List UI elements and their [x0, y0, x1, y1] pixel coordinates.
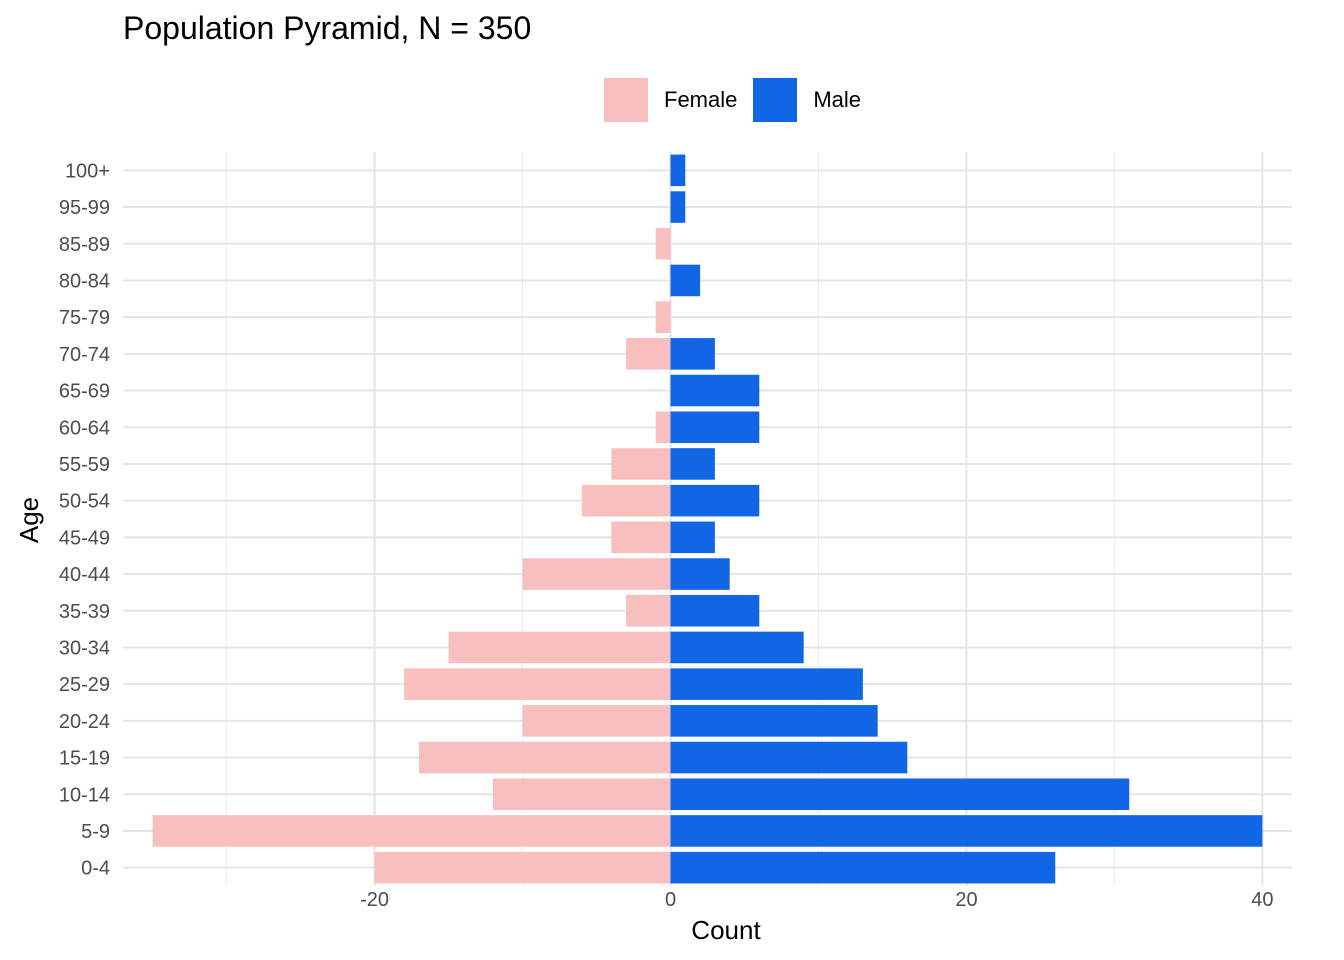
x-tick-label: 0	[665, 889, 676, 911]
y-tick-label: 10-14	[59, 784, 110, 806]
legend-key-male	[753, 78, 798, 122]
legend-label-female: Female	[664, 87, 738, 112]
y-tick-label: 40-44	[59, 564, 110, 586]
y-tick-label: 35-39	[59, 601, 110, 623]
y-tick-label: 65-69	[59, 381, 110, 403]
y-tick-label: 5-9	[81, 821, 110, 843]
bar-male-80-84	[670, 264, 701, 297]
y-tick-labels: 0-4 5-9 10-14 15-19 20-24 25-29 30-34 35-39 40-4…	[59, 160, 110, 879]
bar-female-20-24	[522, 705, 671, 737]
y-axis-title: Age	[14, 497, 44, 543]
x-tick-label: 20	[955, 889, 977, 911]
y-tick-label: 95-99	[59, 197, 110, 219]
bar-male-25-29	[670, 668, 863, 700]
y-tick-label: 30-34	[59, 637, 110, 659]
bar-female-70-74	[626, 338, 671, 370]
y-tick-label: 75-79	[59, 307, 110, 329]
legend-item-female: Female	[604, 78, 753, 122]
bar-female-75-79	[655, 301, 671, 333]
bar-male-95-99	[670, 191, 686, 223]
bar-male-45-49	[670, 521, 715, 554]
y-tick-label: 15-19	[59, 748, 110, 770]
bar-male-20-24	[670, 705, 878, 737]
legend: Female Male	[604, 78, 877, 122]
legend-key-female	[604, 78, 648, 122]
bar-female-50-54	[581, 484, 671, 517]
chart-title: Population Pyramid, N = 350	[123, 10, 532, 46]
bar-female-10-14	[492, 778, 671, 811]
x-tick-label: 40	[1251, 889, 1273, 911]
bar-female-35-39	[626, 594, 671, 627]
bar-female-85-89	[655, 227, 671, 260]
y-tick-label: 50-54	[59, 491, 110, 513]
bar-female-45-49	[611, 521, 671, 554]
bar-male-50-54	[670, 484, 760, 517]
y-tick-label: 60-64	[59, 417, 110, 439]
bar-female-55-59	[611, 448, 671, 480]
bar-male-0-4	[670, 851, 1056, 884]
y-tick-label: 20-24	[59, 711, 110, 733]
grid	[123, 152, 1292, 886]
bar-male-15-19	[670, 741, 908, 774]
x-tick-labels: -20 0 20 40	[360, 889, 1273, 911]
bar-male-55-59	[670, 448, 715, 480]
bar-male-5-9	[670, 815, 1263, 847]
y-tick-label: 55-59	[59, 454, 110, 476]
bar-female-5-9	[152, 815, 671, 847]
bar-male-30-34	[670, 631, 804, 664]
bar-male-70-74	[670, 338, 715, 370]
y-tick-label: 70-74	[59, 344, 110, 366]
bar-female-60-64	[655, 411, 671, 444]
x-axis-title: Count	[691, 915, 761, 945]
bar-male-35-39	[670, 594, 760, 627]
bar-female-0-4	[374, 851, 671, 884]
bar-male-10-14	[670, 778, 1130, 811]
y-tick-label: 85-89	[59, 234, 110, 256]
bars	[152, 154, 1263, 884]
y-tick-label: 80-84	[59, 270, 110, 292]
legend-item-male: Male	[753, 78, 877, 122]
bar-female-40-44	[522, 558, 671, 590]
legend-label-male: Male	[813, 87, 862, 112]
y-tick-label: 100+	[65, 160, 110, 182]
bar-male-60-64	[670, 411, 760, 444]
bar-female-25-29	[404, 668, 671, 700]
bar-male-65-69	[670, 374, 760, 407]
y-tick-label: 0-4	[81, 858, 110, 880]
x-tick-label: -20	[360, 889, 389, 911]
y-tick-label: 25-29	[59, 674, 110, 696]
bar-female-15-19	[418, 741, 671, 774]
bar-female-30-34	[448, 631, 671, 664]
bar-male-100+	[670, 154, 686, 187]
y-tick-label: 45-49	[59, 527, 110, 549]
bar-male-40-44	[670, 558, 730, 590]
